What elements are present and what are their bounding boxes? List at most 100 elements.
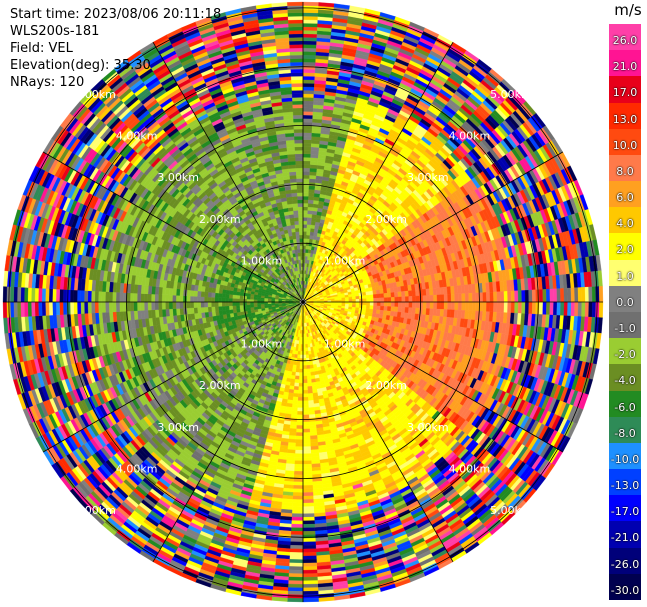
velocity-cell bbox=[302, 174, 310, 179]
velocity-cell bbox=[503, 291, 508, 303]
velocity-cell bbox=[461, 293, 466, 303]
velocity-cell bbox=[588, 286, 593, 303]
velocity-cell bbox=[468, 292, 473, 303]
velocity-cell bbox=[302, 1, 319, 7]
velocity-cell bbox=[440, 301, 445, 310]
velocity-cell bbox=[341, 297, 346, 301]
velocity-cell bbox=[429, 308, 434, 316]
velocity-cell bbox=[560, 288, 565, 303]
velocity-cell bbox=[394, 301, 399, 308]
velocity-cell bbox=[365, 291, 370, 296]
velocity-cell bbox=[390, 297, 395, 303]
velocity-cell bbox=[302, 26, 318, 31]
velocity-cell bbox=[302, 79, 315, 84]
velocity-cell bbox=[302, 358, 307, 363]
velocity-cell bbox=[376, 297, 381, 303]
velocity-cell bbox=[309, 174, 317, 180]
velocity-cell bbox=[305, 354, 310, 359]
velocity-cell bbox=[581, 301, 586, 317]
velocity-cell bbox=[302, 44, 317, 49]
velocity-cell bbox=[563, 301, 568, 317]
velocity-cell bbox=[398, 296, 402, 303]
velocity-cell bbox=[486, 292, 491, 303]
velocity-cell bbox=[302, 382, 308, 387]
velocity-cell bbox=[493, 291, 498, 303]
velocity-cell bbox=[309, 424, 317, 430]
velocity-cell bbox=[302, 389, 308, 394]
velocity-cell bbox=[531, 289, 537, 303]
velocity-cell bbox=[372, 290, 377, 295]
velocity-cell bbox=[457, 301, 462, 311]
velocity-cell bbox=[302, 178, 310, 183]
velocity-cell bbox=[305, 361, 310, 366]
velocity-cell bbox=[528, 289, 533, 303]
velocity-cell bbox=[415, 307, 420, 315]
velocity-cell bbox=[302, 199, 309, 204]
velocity-cell bbox=[472, 292, 477, 303]
velocity-cell bbox=[577, 301, 582, 317]
velocity-cell bbox=[390, 306, 395, 312]
velocity-cell bbox=[514, 301, 519, 314]
velocity-cell bbox=[302, 19, 318, 24]
velocity-cell bbox=[302, 238, 307, 243]
velocity-cell bbox=[352, 299, 357, 303]
velocity-cell bbox=[419, 301, 424, 309]
velocity-cell bbox=[415, 301, 420, 309]
velocity-cell bbox=[355, 301, 360, 306]
velocity-cell bbox=[302, 206, 309, 211]
velocity-cell bbox=[366, 301, 371, 306]
velocity-cell bbox=[517, 301, 522, 314]
velocity-cell bbox=[401, 296, 406, 303]
velocity-cell bbox=[376, 289, 381, 295]
velocity-cell bbox=[553, 288, 558, 303]
velocity-cell bbox=[369, 301, 374, 306]
velocity-cell bbox=[405, 301, 410, 308]
velocity-cell bbox=[535, 301, 540, 315]
velocity-cell bbox=[464, 301, 470, 311]
velocity-cell bbox=[302, 224, 308, 229]
velocity-cell bbox=[308, 407, 315, 412]
velocity-cell bbox=[429, 288, 434, 296]
velocity-cell bbox=[302, 449, 312, 454]
velocity-cell bbox=[486, 301, 491, 312]
velocity-cell bbox=[306, 231, 311, 236]
velocity-cell bbox=[538, 289, 544, 303]
velocity-cell bbox=[302, 379, 308, 384]
velocity-cell bbox=[302, 23, 318, 28]
velocity-cell bbox=[302, 146, 312, 151]
velocity-cell bbox=[514, 290, 519, 303]
velocity-cell bbox=[308, 410, 315, 415]
velocity-cell bbox=[302, 375, 308, 380]
velocity-cell bbox=[308, 189, 315, 194]
velocity-cell bbox=[510, 290, 515, 303]
velocity-cell bbox=[450, 293, 455, 303]
velocity-cell bbox=[302, 245, 307, 250]
velocity-cell bbox=[584, 301, 590, 318]
velocity-cell bbox=[302, 83, 315, 88]
velocity-cell bbox=[302, 33, 318, 38]
velocity-cell bbox=[310, 371, 315, 376]
velocity-cell bbox=[302, 248, 306, 253]
velocity-cell bbox=[307, 386, 313, 391]
velocity-cell bbox=[433, 301, 438, 310]
velocity-cell bbox=[302, 93, 315, 98]
velocity-cell bbox=[404, 307, 409, 314]
velocity-cell bbox=[302, 58, 316, 63]
velocity-cell bbox=[307, 393, 314, 398]
velocity-cell bbox=[500, 291, 505, 303]
velocity-cell bbox=[305, 350, 309, 356]
velocity-cell bbox=[308, 196, 315, 201]
velocity-cell bbox=[310, 224, 316, 229]
velocity-cell bbox=[305, 245, 310, 250]
velocity-cell bbox=[307, 389, 313, 394]
velocity-cell bbox=[542, 289, 547, 303]
velocity-cell bbox=[302, 351, 306, 356]
velocity-cell bbox=[472, 301, 477, 312]
velocity-cell bbox=[344, 297, 349, 300]
velocity-cell bbox=[394, 291, 399, 298]
velocity-cell bbox=[302, 446, 311, 451]
velocity-cell bbox=[482, 292, 487, 303]
velocity-cell bbox=[307, 382, 313, 387]
velocity-cell bbox=[362, 295, 367, 300]
velocity-cell bbox=[309, 364, 314, 369]
